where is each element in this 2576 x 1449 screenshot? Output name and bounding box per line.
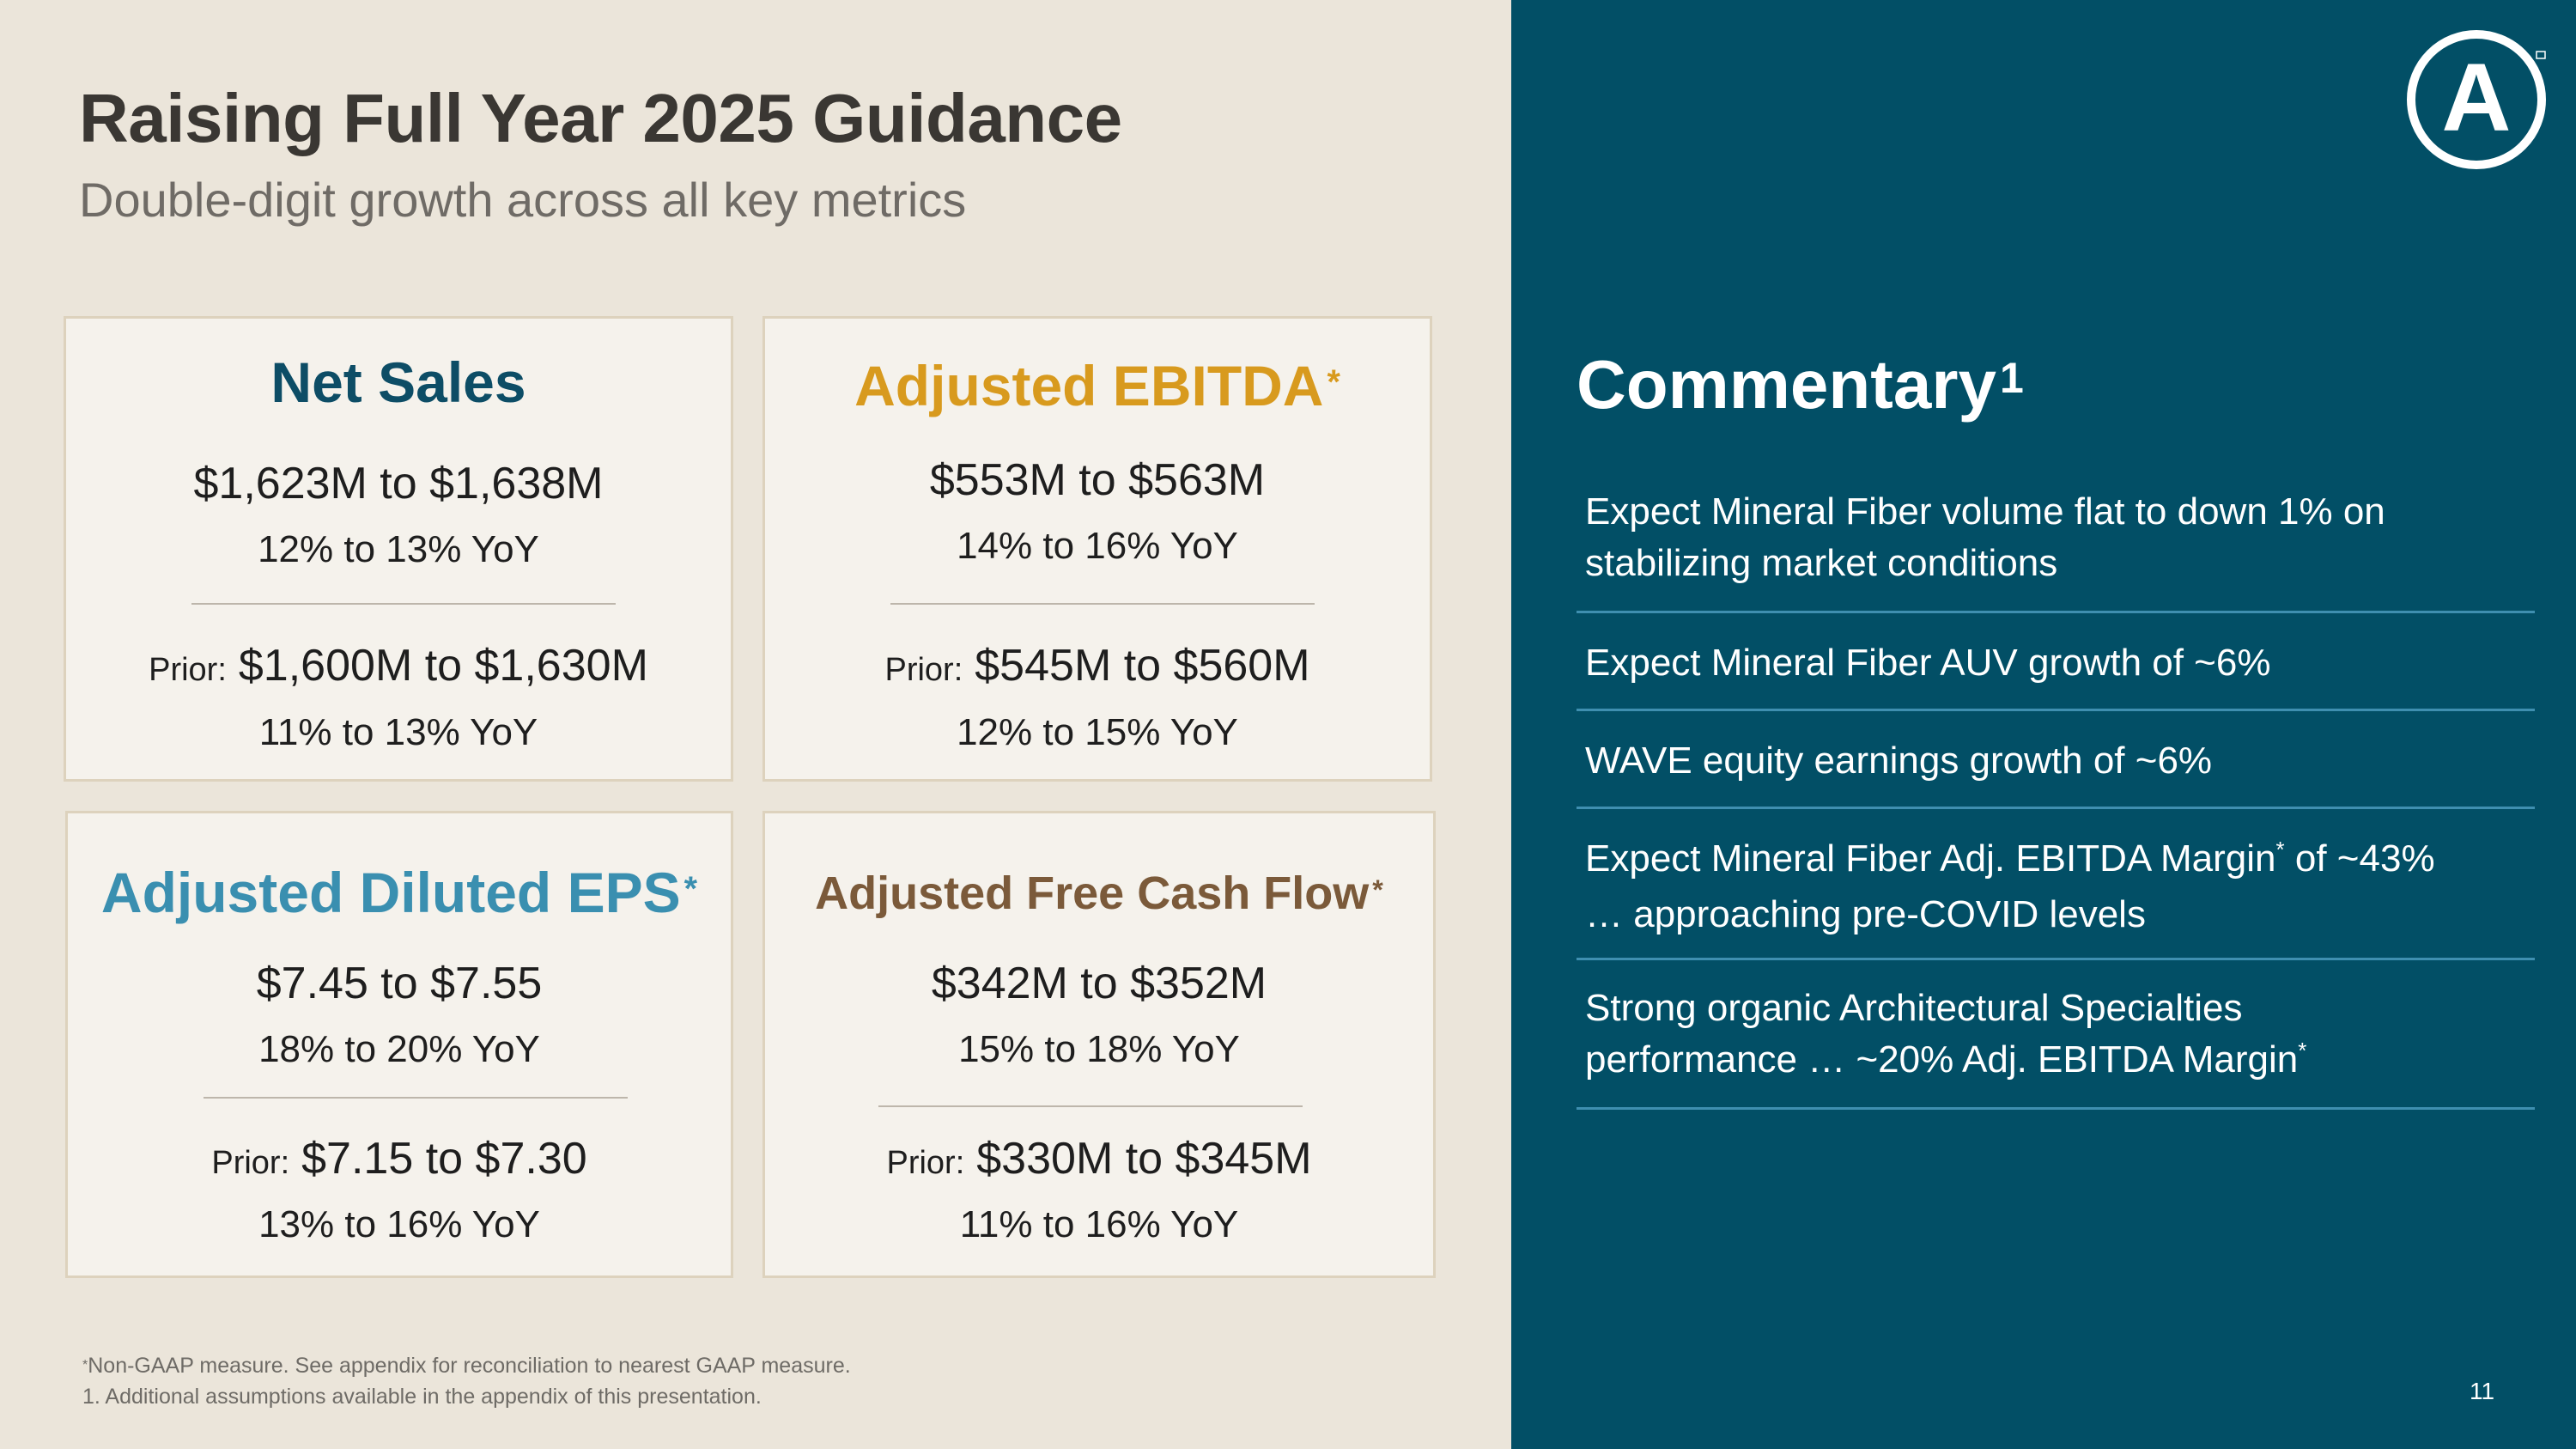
adj-eps-card: Adjusted Diluted EPS * $7.45 to $7.55 18%…	[65, 811, 733, 1278]
adj-eps-prior-label: Prior:	[211, 1145, 290, 1181]
net-sales-card: Net Sales $1,623M to $1,638M 12% to 13% …	[64, 316, 733, 782]
adj-eps-prior-yoy: 13% to 16% YoY	[258, 1203, 540, 1245]
adj-fcf-prior-value: $330M to $345M	[976, 1134, 1312, 1184]
adj-fcf-prior: Prior: $330M to $345M	[765, 1133, 1433, 1184]
net-sales-title: Net Sales	[270, 350, 526, 414]
adj-ebitda-prior-yoy: 12% to 15% YoY	[957, 711, 1238, 753]
slide-subtitle: Double-digit growth across all key metri…	[79, 173, 967, 227]
adj-eps-asterisk: *	[683, 870, 698, 909]
adj-fcf-value: $342M to $352M	[931, 959, 1267, 1008]
net-sales-prior-value: $1,600M to $1,630M	[238, 641, 648, 691]
adj-fcf-divider	[878, 1105, 1303, 1107]
commentary-item-margin: Expect Mineral Fiber Adj. EBITDA Margin*…	[1577, 833, 2535, 960]
adj-eps-divider	[204, 1097, 628, 1099]
adj-fcf-card: Adjusted Free Cash Flow * $342M to $352M …	[762, 811, 1436, 1278]
commentary-item-architectural: Strong organic Architectural Specialties…	[1577, 983, 2535, 1110]
commentary-title-footnote: 1	[2000, 354, 2024, 402]
armstrong-a-logo-icon: A	[2407, 30, 2546, 169]
adj-ebitda-prior-label: Prior:	[884, 652, 963, 688]
net-sales-prior-yoy: 11% to 13% YoY	[258, 711, 538, 753]
trademark-mark-icon	[2536, 51, 2546, 59]
adj-ebitda-card: Adjusted EBITDA * $553M to $563M 14% to 1…	[762, 316, 1432, 782]
slide-title: Raising Full Year 2025 Guidance	[79, 80, 1122, 156]
net-sales-value: $1,623M to $1,638M	[193, 459, 604, 508]
footnotes: *Non-GAAP measure. See appendix for reco…	[82, 1350, 851, 1412]
commentary-panel	[1511, 0, 2576, 1449]
adj-fcf-title: Adjusted Free Cash Flow *	[815, 868, 1383, 919]
adj-ebitda-value: $553M to $563M	[929, 455, 1266, 505]
adj-ebitda-divider	[890, 603, 1315, 605]
adj-eps-prior: Prior: $7.15 to $7.30	[68, 1133, 731, 1184]
adj-fcf-prior-label: Prior:	[886, 1145, 965, 1181]
adj-eps-prior-value: $7.15 to $7.30	[301, 1134, 587, 1184]
net-sales-prior: Prior: $1,600M to $1,630M	[66, 640, 731, 691]
commentary-title: Commentary1	[1577, 346, 2024, 423]
footnote-non-gaap: *Non-GAAP measure. See appendix for reco…	[82, 1354, 851, 1378]
commentary-item-volume: Expect Mineral Fiber volume flat to down…	[1577, 486, 2535, 613]
net-sales-yoy: 12% to 13% YoY	[258, 528, 539, 570]
adj-fcf-yoy: 15% to 18% YoY	[958, 1028, 1240, 1070]
logo-letter: A	[2442, 44, 2512, 151]
adj-eps-title: Adjusted Diluted EPS *	[100, 861, 698, 924]
adj-eps-yoy: 18% to 20% YoY	[258, 1028, 540, 1070]
footnote-asterisk: *	[82, 1358, 88, 1373]
adj-ebitda-asterisk: *	[1327, 363, 1340, 402]
net-sales-prior-label: Prior:	[149, 652, 227, 688]
adj-fcf-asterisk: *	[1372, 874, 1383, 905]
adj-ebitda-prior: Prior: $545M to $560M	[765, 640, 1430, 691]
commentary-item-wave: WAVE equity earnings growth of ~6%	[1577, 735, 2535, 809]
adj-fcf-prior-yoy: 11% to 16% YoY	[959, 1203, 1239, 1245]
footnote-assumptions: 1. Additional assumptions available in t…	[82, 1385, 762, 1409]
net-sales-divider	[191, 603, 616, 605]
adj-ebitda-title: Adjusted EBITDA *	[854, 354, 1340, 417]
adj-eps-value: $7.45 to $7.55	[256, 959, 543, 1008]
adj-ebitda-prior-value: $545M to $560M	[975, 641, 1310, 691]
adj-ebitda-yoy: 14% to 16% YoY	[957, 525, 1238, 567]
commentary-item-auv: Expect Mineral Fiber AUV growth of ~6%	[1577, 637, 2535, 711]
page-number: 11	[2470, 1378, 2495, 1404]
